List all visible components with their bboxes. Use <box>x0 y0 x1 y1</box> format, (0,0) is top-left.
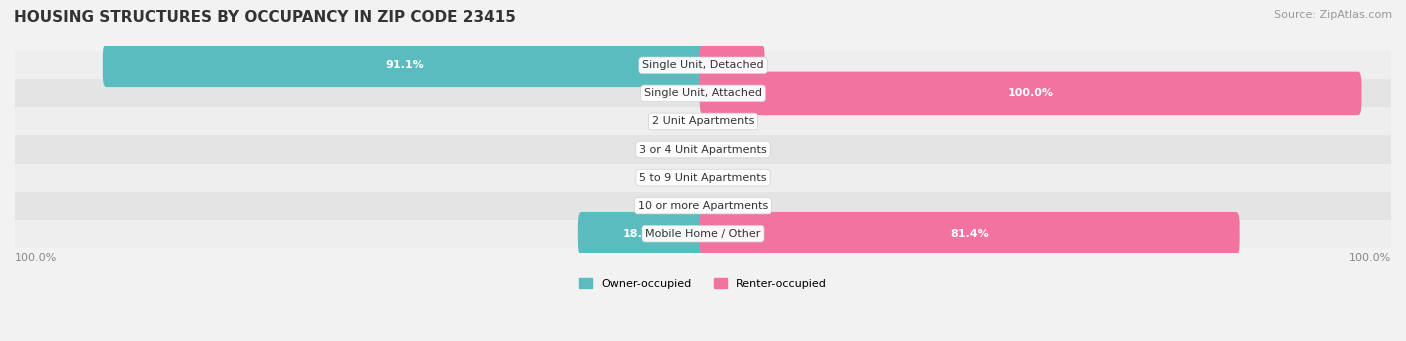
FancyBboxPatch shape <box>700 44 765 87</box>
Text: 100.0%: 100.0% <box>1348 253 1391 263</box>
Text: 0.0%: 0.0% <box>662 201 690 211</box>
Bar <box>15 220 1391 248</box>
Text: 10 or more Apartments: 10 or more Apartments <box>638 201 768 211</box>
FancyBboxPatch shape <box>700 72 1361 115</box>
Bar <box>15 107 1391 135</box>
Text: 0.0%: 0.0% <box>716 145 744 154</box>
Text: 81.4%: 81.4% <box>950 229 988 239</box>
Text: 0.0%: 0.0% <box>716 116 744 127</box>
Text: 100.0%: 100.0% <box>15 253 58 263</box>
FancyBboxPatch shape <box>103 44 706 87</box>
Text: 8.9%: 8.9% <box>717 60 748 70</box>
Legend: Owner-occupied, Renter-occupied: Owner-occupied, Renter-occupied <box>575 274 831 294</box>
FancyBboxPatch shape <box>578 212 706 255</box>
Text: 0.0%: 0.0% <box>716 201 744 211</box>
Text: 0.0%: 0.0% <box>662 88 690 99</box>
Text: 100.0%: 100.0% <box>1008 88 1053 99</box>
Text: 0.0%: 0.0% <box>662 145 690 154</box>
Text: Source: ZipAtlas.com: Source: ZipAtlas.com <box>1274 10 1392 20</box>
Text: 3 or 4 Unit Apartments: 3 or 4 Unit Apartments <box>640 145 766 154</box>
Bar <box>15 192 1391 220</box>
Bar <box>15 135 1391 164</box>
FancyBboxPatch shape <box>700 212 1240 255</box>
Text: Mobile Home / Other: Mobile Home / Other <box>645 229 761 239</box>
Bar <box>15 164 1391 192</box>
Bar <box>15 79 1391 107</box>
Text: 2 Unit Apartments: 2 Unit Apartments <box>652 116 754 127</box>
Text: Single Unit, Attached: Single Unit, Attached <box>644 88 762 99</box>
Text: 5 to 9 Unit Apartments: 5 to 9 Unit Apartments <box>640 173 766 182</box>
Text: 18.6%: 18.6% <box>623 229 661 239</box>
Text: HOUSING STRUCTURES BY OCCUPANCY IN ZIP CODE 23415: HOUSING STRUCTURES BY OCCUPANCY IN ZIP C… <box>14 10 516 25</box>
Bar <box>15 51 1391 79</box>
Text: 0.0%: 0.0% <box>716 173 744 182</box>
Text: Single Unit, Detached: Single Unit, Detached <box>643 60 763 70</box>
Text: 91.1%: 91.1% <box>385 60 425 70</box>
Text: 0.0%: 0.0% <box>662 173 690 182</box>
Text: 0.0%: 0.0% <box>662 116 690 127</box>
